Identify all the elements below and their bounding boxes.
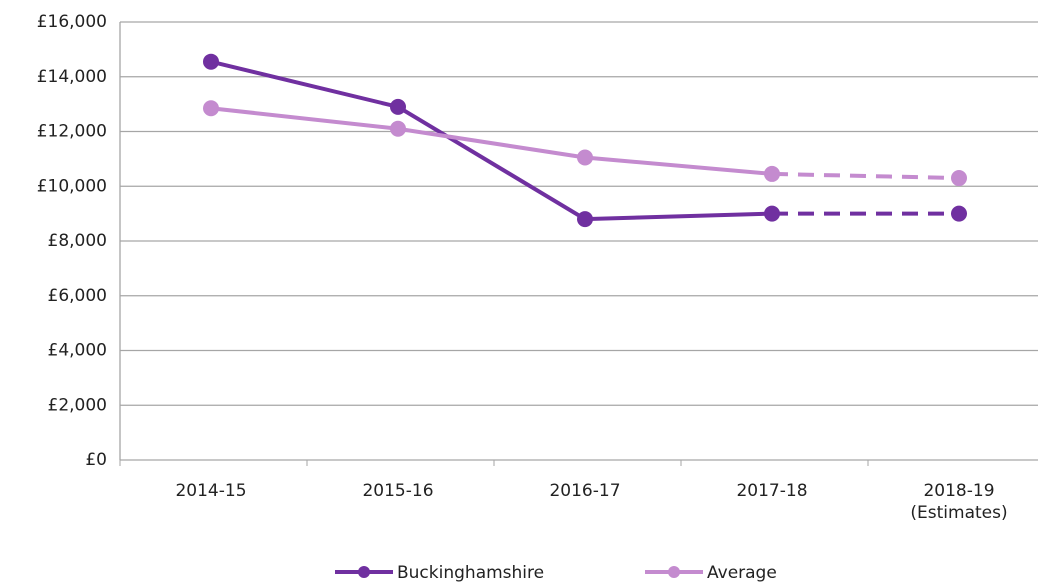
y-tick-label: £2,000 [48,395,107,415]
point [764,165,780,182]
point [203,53,219,70]
line [210,59,773,222]
y-tick-label: £14,000 [37,67,107,87]
y-tick-label: £10,000 [37,176,107,196]
point [577,149,593,166]
point [390,98,406,115]
point [577,211,593,228]
legend-label: Average [707,563,777,583]
legend-marker [358,566,370,578]
x-tick-label: 2014-15 [175,481,247,501]
y-tick-label: £12,000 [37,122,107,142]
x-tick-label: 2017-18 [736,481,808,501]
y-tick-label: £0 [85,450,107,470]
legend-label: Buckinghamshire [397,563,544,583]
point [764,205,780,222]
y-tick-label: £16,000 [37,12,107,32]
point [951,205,967,222]
estimate-line [771,171,960,181]
x-tick-label: 2015-16 [362,481,434,501]
point [951,170,967,187]
x-tick-label: 2018-19 (Estimates) [910,481,1008,523]
legend-marker [668,566,680,578]
y-tick-label: £8,000 [48,231,107,251]
y-tick-label: £4,000 [48,341,107,361]
point [203,100,219,117]
point [390,120,406,137]
x-tick-label: 2016-17 [549,481,621,501]
y-tick-label: £6,000 [48,286,107,306]
line [210,106,773,176]
